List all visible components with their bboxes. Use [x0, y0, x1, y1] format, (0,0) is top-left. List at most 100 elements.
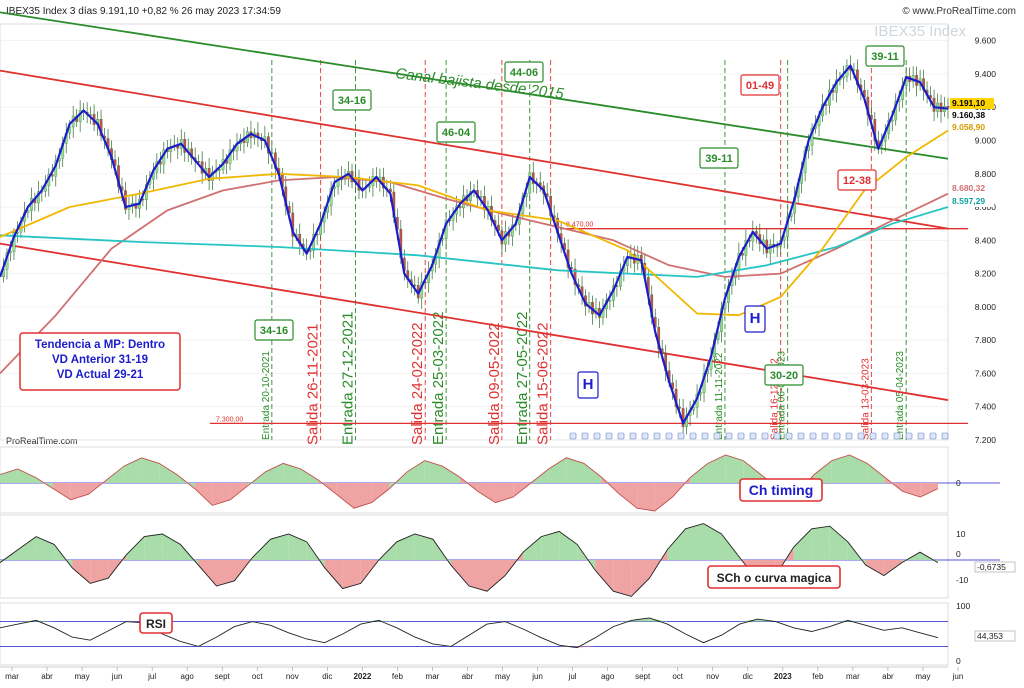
- event-marker: [761, 432, 769, 440]
- timing-area-segment: [548, 457, 567, 483]
- chart-source: © www.ProRealTime.com: [902, 6, 1016, 17]
- timing-area-segment: [584, 463, 602, 483]
- event-marker: [785, 432, 793, 440]
- event-marker: [821, 432, 829, 440]
- sch-legend-label: SCh o curva magica: [717, 571, 832, 585]
- timing-area-segment: [619, 483, 638, 509]
- sch-area-segment: [487, 560, 506, 592]
- x-tick-label: ago: [601, 672, 615, 681]
- timing-area-segment: [902, 483, 921, 497]
- event-marker: [905, 432, 913, 440]
- event-marker: [569, 432, 577, 440]
- sch-area-segment: [469, 560, 488, 592]
- candle-body: [368, 185, 371, 188]
- timing-area-segment: [300, 469, 319, 483]
- red-badge-label: 12-38: [843, 175, 871, 187]
- candle-body: [842, 76, 845, 79]
- event-marker: [629, 432, 637, 440]
- y-tick-label: 7.200: [975, 435, 997, 445]
- timing-area-segment: [920, 483, 938, 497]
- x-tick-label: nov: [706, 672, 719, 681]
- event-marker: [845, 432, 853, 440]
- event-marker: [725, 432, 733, 440]
- timing-area-segment: [141, 457, 160, 483]
- y-tick-label: 8.200: [975, 269, 997, 279]
- x-tick-label: jun: [952, 672, 964, 681]
- y-tick-label: 7.800: [975, 335, 997, 345]
- event-marker: [893, 432, 901, 440]
- trend-box: [19, 332, 181, 391]
- sch-area-segment: [252, 539, 271, 560]
- green-badge-label: 34-16: [260, 325, 288, 337]
- x-tick-label: 2022: [353, 672, 371, 681]
- series-line-1: [0, 129, 949, 317]
- timing-area-segment: [353, 483, 372, 509]
- y-tick-label: 9.600: [975, 36, 997, 46]
- main-panel: 9.6009.4009.2009.0008.8008.6008.4008.200…: [0, 11, 997, 445]
- sch-tick-label: 0: [956, 549, 961, 559]
- candle-body: [308, 250, 312, 252]
- timing-tick-label: 0: [956, 478, 961, 488]
- timing-area-segment: [707, 455, 726, 483]
- x-tick-label: feb: [392, 672, 404, 681]
- timing-legend-label: Ch timing: [749, 482, 814, 498]
- price-label: 8.680,32: [952, 183, 985, 193]
- timing-frame: [0, 446, 949, 514]
- signal-label: Entrada 27-05-2022: [514, 312, 531, 445]
- candle-body: [775, 246, 779, 248]
- price-label-bg: [950, 183, 994, 194]
- event-marker: [605, 432, 613, 440]
- timing-area-segment: [654, 483, 673, 511]
- timing-area-segment: [442, 466, 461, 483]
- y-tick-label: 7.600: [975, 368, 997, 378]
- price-label-bg: [950, 122, 994, 133]
- sch-area-segment: [72, 560, 91, 584]
- signal-label: Salida 26-11-2021: [305, 324, 322, 445]
- signal-label: Entrada 20-10-2021: [261, 351, 272, 440]
- x-tick-label: jun: [531, 672, 543, 681]
- pattern-badge-label: H: [583, 376, 594, 393]
- event-marker: [869, 432, 877, 440]
- sch-current-value: -0,6735: [977, 562, 1006, 572]
- timing-area-segment: [371, 483, 390, 503]
- event-marker: [941, 432, 949, 440]
- sch-area-segment: [613, 560, 632, 597]
- sch-area-segment: [883, 560, 902, 576]
- signal-label: Salida 09-05-2022: [486, 322, 503, 445]
- timing-area-segment: [212, 483, 231, 506]
- y-tick-label: 9.400: [975, 69, 997, 79]
- timing-area-segment: [0, 469, 18, 483]
- y-tick-label: 9.000: [975, 135, 997, 145]
- rsi-legend-box: [139, 612, 173, 634]
- signal-label: Salida 24-02-2022: [409, 322, 426, 445]
- timing-area-segment: [849, 455, 868, 483]
- sch-area-segment: [703, 523, 722, 560]
- sch-area-segment: [144, 534, 163, 560]
- green-badge-label: 46-04: [442, 127, 471, 139]
- signal-label: Salida 13-03-2023: [860, 358, 871, 440]
- x-tick-label: nov: [286, 672, 299, 681]
- x-tick-label: abr: [462, 672, 474, 681]
- sch-area-segment: [126, 536, 145, 560]
- price-label-bg: [950, 196, 994, 207]
- x-tick-label: may: [495, 672, 510, 681]
- green-badge-box: [436, 121, 476, 143]
- event-marker: [809, 432, 817, 440]
- timing-area-segment: [690, 463, 708, 483]
- timing-area-segment: [123, 457, 142, 483]
- timing-area-segment: [477, 483, 496, 503]
- timing-area-segment: [566, 457, 585, 483]
- green-badge-box: [865, 45, 905, 67]
- rsi-overbought-fill: [829, 620, 848, 622]
- signal-label: Salida 15-06-2022: [535, 322, 552, 445]
- event-marker: [617, 432, 625, 440]
- x-tick-label: 2023: [774, 672, 792, 681]
- rsi-oversold-fill: [577, 646, 596, 648]
- sch-area-segment: [198, 560, 217, 586]
- series-line-0: [0, 64, 949, 425]
- sch-area-segment: [793, 528, 812, 560]
- timing-area-segment: [106, 466, 124, 483]
- sch-tick-label: 10: [956, 529, 966, 539]
- event-marker: [641, 432, 649, 440]
- sch-area-segment: [288, 534, 307, 560]
